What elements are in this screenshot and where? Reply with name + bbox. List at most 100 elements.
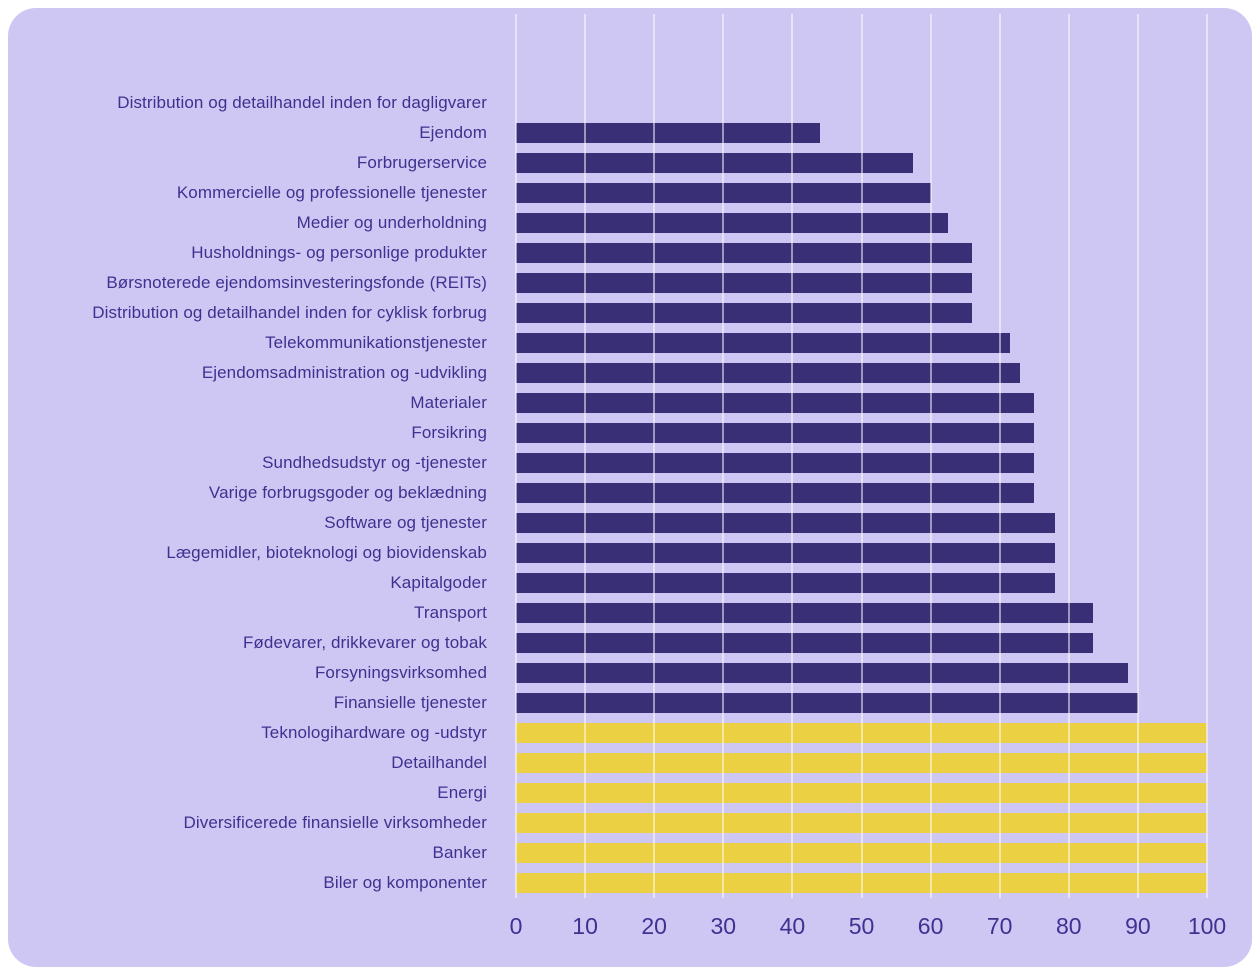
chart-row: Energi	[8, 778, 1207, 808]
chart-row: Forsyningsvirksomhed	[8, 658, 1207, 688]
bar-track	[516, 363, 1207, 383]
bar	[516, 423, 1035, 443]
category-label: Teknologihardware og -udstyr	[261, 723, 487, 742]
bar-track	[516, 813, 1207, 833]
x-axis-tick: 60	[917, 913, 944, 939]
bar	[516, 513, 1055, 533]
bar-track	[516, 213, 1207, 233]
bar	[516, 543, 1055, 563]
bar	[516, 633, 1093, 653]
category-label: Forsikring	[411, 423, 487, 442]
bar	[516, 483, 1035, 503]
category-label: Børsnoterede ejendomsinvesteringsfonde (…	[106, 273, 487, 292]
bar-track	[516, 243, 1207, 263]
category-label: Forbrugerservice	[356, 153, 487, 172]
bar-track	[516, 513, 1207, 533]
bar-track	[516, 273, 1207, 293]
category-label: Medier og underholdning	[296, 213, 487, 232]
chart-row: Teknologihardware og -udstyr	[8, 718, 1207, 748]
bar	[516, 813, 1207, 833]
chart-row: Finansielle tjenester	[8, 688, 1207, 718]
bar	[516, 843, 1207, 863]
x-axis-tick: 100	[1187, 913, 1227, 939]
chart-row: Forbrugerservice	[8, 148, 1207, 178]
category-label: Biler og komponenter	[323, 873, 487, 892]
bar	[516, 153, 914, 173]
bar	[516, 183, 931, 203]
chart-row: Kommercielle og professionelle tjenester	[8, 178, 1207, 208]
category-label: Diversificerede finansielle virksomheder	[183, 813, 487, 832]
category-label: Finansielle tjenester	[333, 693, 487, 712]
bar	[516, 873, 1207, 893]
category-label: Energi	[437, 783, 487, 802]
bar	[516, 603, 1093, 623]
bar-track	[516, 663, 1207, 683]
chart-row: Ejendom	[8, 118, 1207, 148]
bar-track	[516, 123, 1207, 143]
bar-track	[516, 843, 1207, 863]
bar	[516, 333, 1011, 353]
chart-row: Materialer	[8, 388, 1207, 418]
chart-row: Medier og underholdning	[8, 208, 1207, 238]
chart-row: Telekommunikationstjenester	[8, 328, 1207, 358]
x-axis-tick: 20	[641, 913, 667, 939]
x-axis-tick: 10	[572, 913, 598, 939]
chart-row: Børsnoterede ejendomsinvesteringsfonde (…	[8, 268, 1207, 298]
chart-row: Fødevarer, drikkevarer og tobak	[8, 628, 1207, 658]
category-label: Ejendomsadministration og -udvikling	[201, 363, 487, 382]
category-label: Sundhedsudstyr og -tjenester	[262, 453, 487, 472]
chart-row: Distribution og detailhandel inden for c…	[8, 298, 1207, 328]
category-label: Ejendom	[419, 123, 487, 142]
bar-track	[516, 603, 1207, 623]
bar-track	[516, 153, 1207, 173]
category-label: Lægemidler, bioteknologi og biovidenskab	[166, 543, 487, 562]
chart-row: Detailhandel	[8, 748, 1207, 778]
bar-chart-rows: Distribution og detailhandel inden for d…	[8, 88, 1207, 898]
x-axis-tick: 50	[848, 913, 875, 939]
x-axis-tick: 30	[710, 913, 737, 939]
bar	[516, 663, 1128, 683]
category-label: Transport	[413, 603, 487, 622]
x-axis-tick: 40	[779, 913, 806, 939]
category-label: Detailhandel	[391, 753, 487, 772]
category-label: Fødevarer, drikkevarer og tobak	[242, 633, 487, 652]
category-label: Distribution og detailhandel inden for c…	[92, 303, 487, 322]
chart-row: Husholdnings- og personlige produkter	[8, 238, 1207, 268]
category-label: Varige forbrugsgoder og beklædning	[208, 483, 487, 502]
bar	[516, 783, 1207, 803]
chart-row: Sundhedsudstyr og -tjenester	[8, 448, 1207, 478]
chart-row: Forsikring	[8, 418, 1207, 448]
chart-row: Distribution og detailhandel inden for d…	[8, 88, 1207, 118]
bar	[516, 303, 973, 323]
bar-track	[516, 93, 1207, 113]
bar	[516, 573, 1055, 593]
category-label: Materialer	[410, 393, 487, 412]
bar-track	[516, 543, 1207, 563]
chart-row: Banker	[8, 838, 1207, 868]
bar	[516, 213, 948, 233]
x-axis-tick: 80	[1056, 913, 1082, 939]
bar-track	[516, 573, 1207, 593]
bar	[516, 393, 1035, 413]
bar-track	[516, 393, 1207, 413]
chart-panel: Distribution og detailhandel inden for d…	[8, 8, 1252, 967]
chart-row: Diversificerede finansielle virksomheder	[8, 808, 1207, 838]
bar-track	[516, 753, 1207, 773]
category-label: Kommercielle og professionelle tjenester	[176, 183, 487, 202]
chart-row: Software og tjenester	[8, 508, 1207, 538]
bar	[516, 693, 1138, 713]
category-label: Distribution og detailhandel inden for d…	[117, 93, 487, 112]
bar-track	[516, 483, 1207, 503]
chart-row: Biler og komponenter	[8, 868, 1207, 898]
chart-row: Varige forbrugsgoder og beklædning	[8, 478, 1207, 508]
bar-track	[516, 183, 1207, 203]
bar	[516, 273, 973, 293]
category-label: Husholdnings- og personlige produkter	[191, 243, 487, 262]
chart-row: Kapitalgoder	[8, 568, 1207, 598]
x-axis-tick: 90	[1125, 913, 1151, 939]
bar	[516, 243, 973, 263]
bar	[516, 723, 1207, 743]
bar	[516, 363, 1021, 383]
bar-track	[516, 423, 1207, 443]
category-label: Telekommunikationstjenester	[265, 333, 487, 352]
